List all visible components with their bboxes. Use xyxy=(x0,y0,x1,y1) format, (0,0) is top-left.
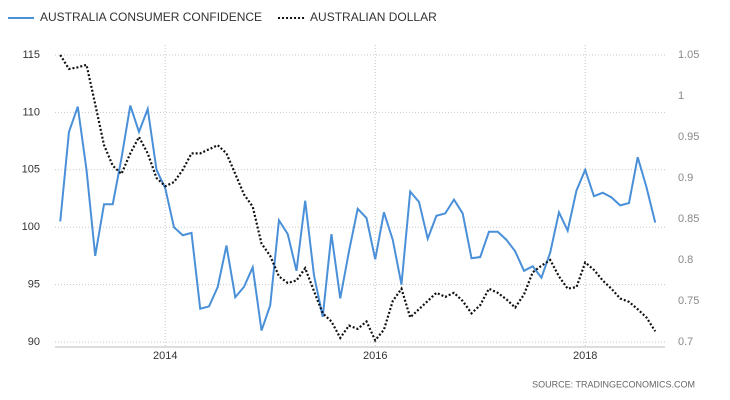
x-tick-label: 2018 xyxy=(573,350,597,362)
x-tick-label: 2016 xyxy=(363,350,387,362)
y2-tick-label: 0.8 xyxy=(678,254,693,266)
source-note: SOURCE: TRADINGECONOMICS.COM xyxy=(532,379,695,389)
y2-tick-label: 1.05 xyxy=(678,49,699,61)
y-tick-label: 95 xyxy=(28,279,40,291)
series-line xyxy=(59,54,657,343)
y-tick-label: 90 xyxy=(28,336,40,348)
series-line xyxy=(59,104,657,331)
y-tick-label: 105 xyxy=(22,164,40,176)
x-tick-label: 2014 xyxy=(153,350,177,362)
y-tick-label: 100 xyxy=(22,221,40,233)
y2-tick-label: 0.75 xyxy=(678,295,699,307)
y-tick-label: 110 xyxy=(22,106,40,118)
y2-tick-label: 0.7 xyxy=(678,336,693,348)
legend-label: AUSTRALIAN DOLLAR xyxy=(310,10,437,24)
y2-tick-label: 0.85 xyxy=(678,213,699,225)
y2-tick-label: 1 xyxy=(678,90,684,102)
y-tick-label: 115 xyxy=(22,49,40,61)
y2-tick-label: 0.9 xyxy=(678,172,693,184)
legend-label: AUSTRALIA CONSUMER CONFIDENCE xyxy=(40,10,262,24)
y2-tick-label: 0.95 xyxy=(678,131,699,143)
